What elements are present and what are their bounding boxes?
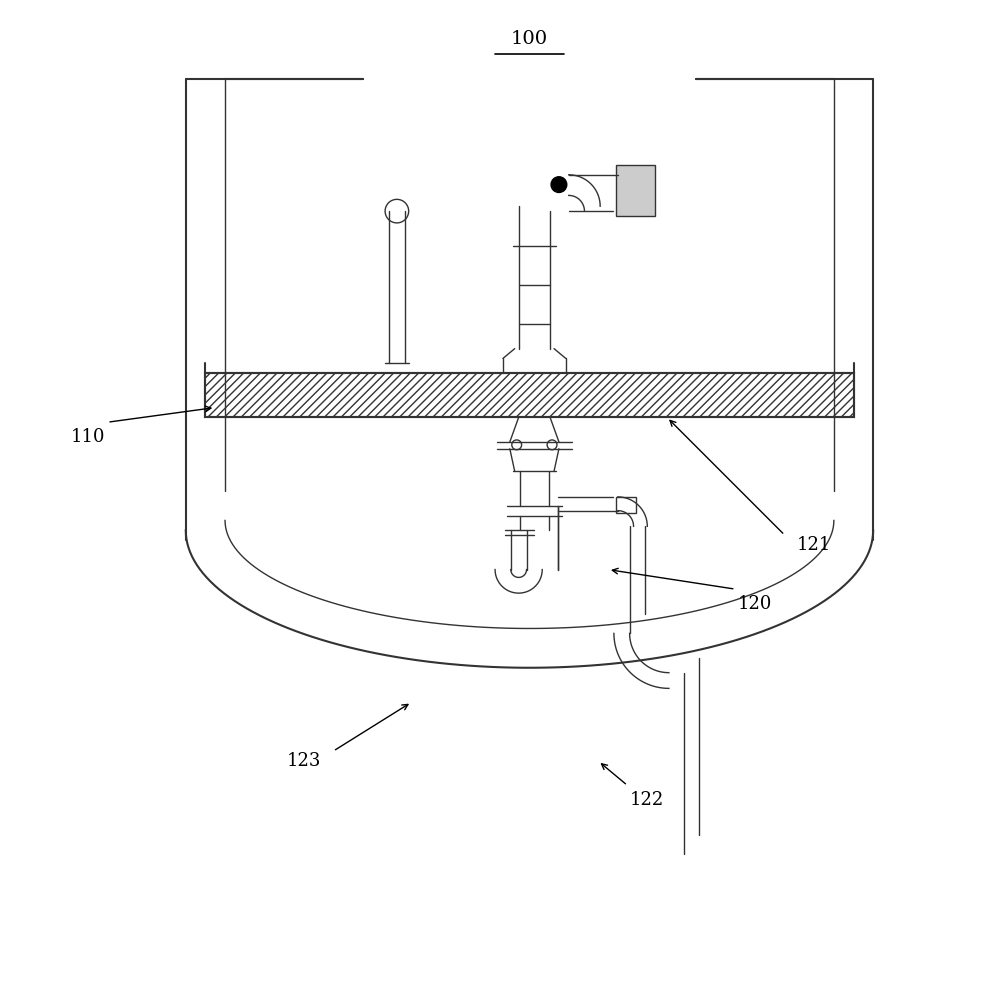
Text: 120: 120	[738, 595, 773, 613]
Text: 100: 100	[511, 30, 548, 48]
Circle shape	[512, 440, 522, 450]
Text: 121: 121	[797, 536, 831, 554]
Bar	[205, 373, 854, 417]
Bar	[616, 497, 636, 513]
Circle shape	[547, 440, 557, 450]
Circle shape	[551, 177, 567, 192]
Bar	[205, 373, 854, 417]
Circle shape	[385, 199, 409, 223]
Text: 123: 123	[286, 752, 321, 770]
Bar	[616, 165, 655, 216]
Text: 122: 122	[630, 791, 664, 809]
Text: 110: 110	[70, 428, 105, 446]
